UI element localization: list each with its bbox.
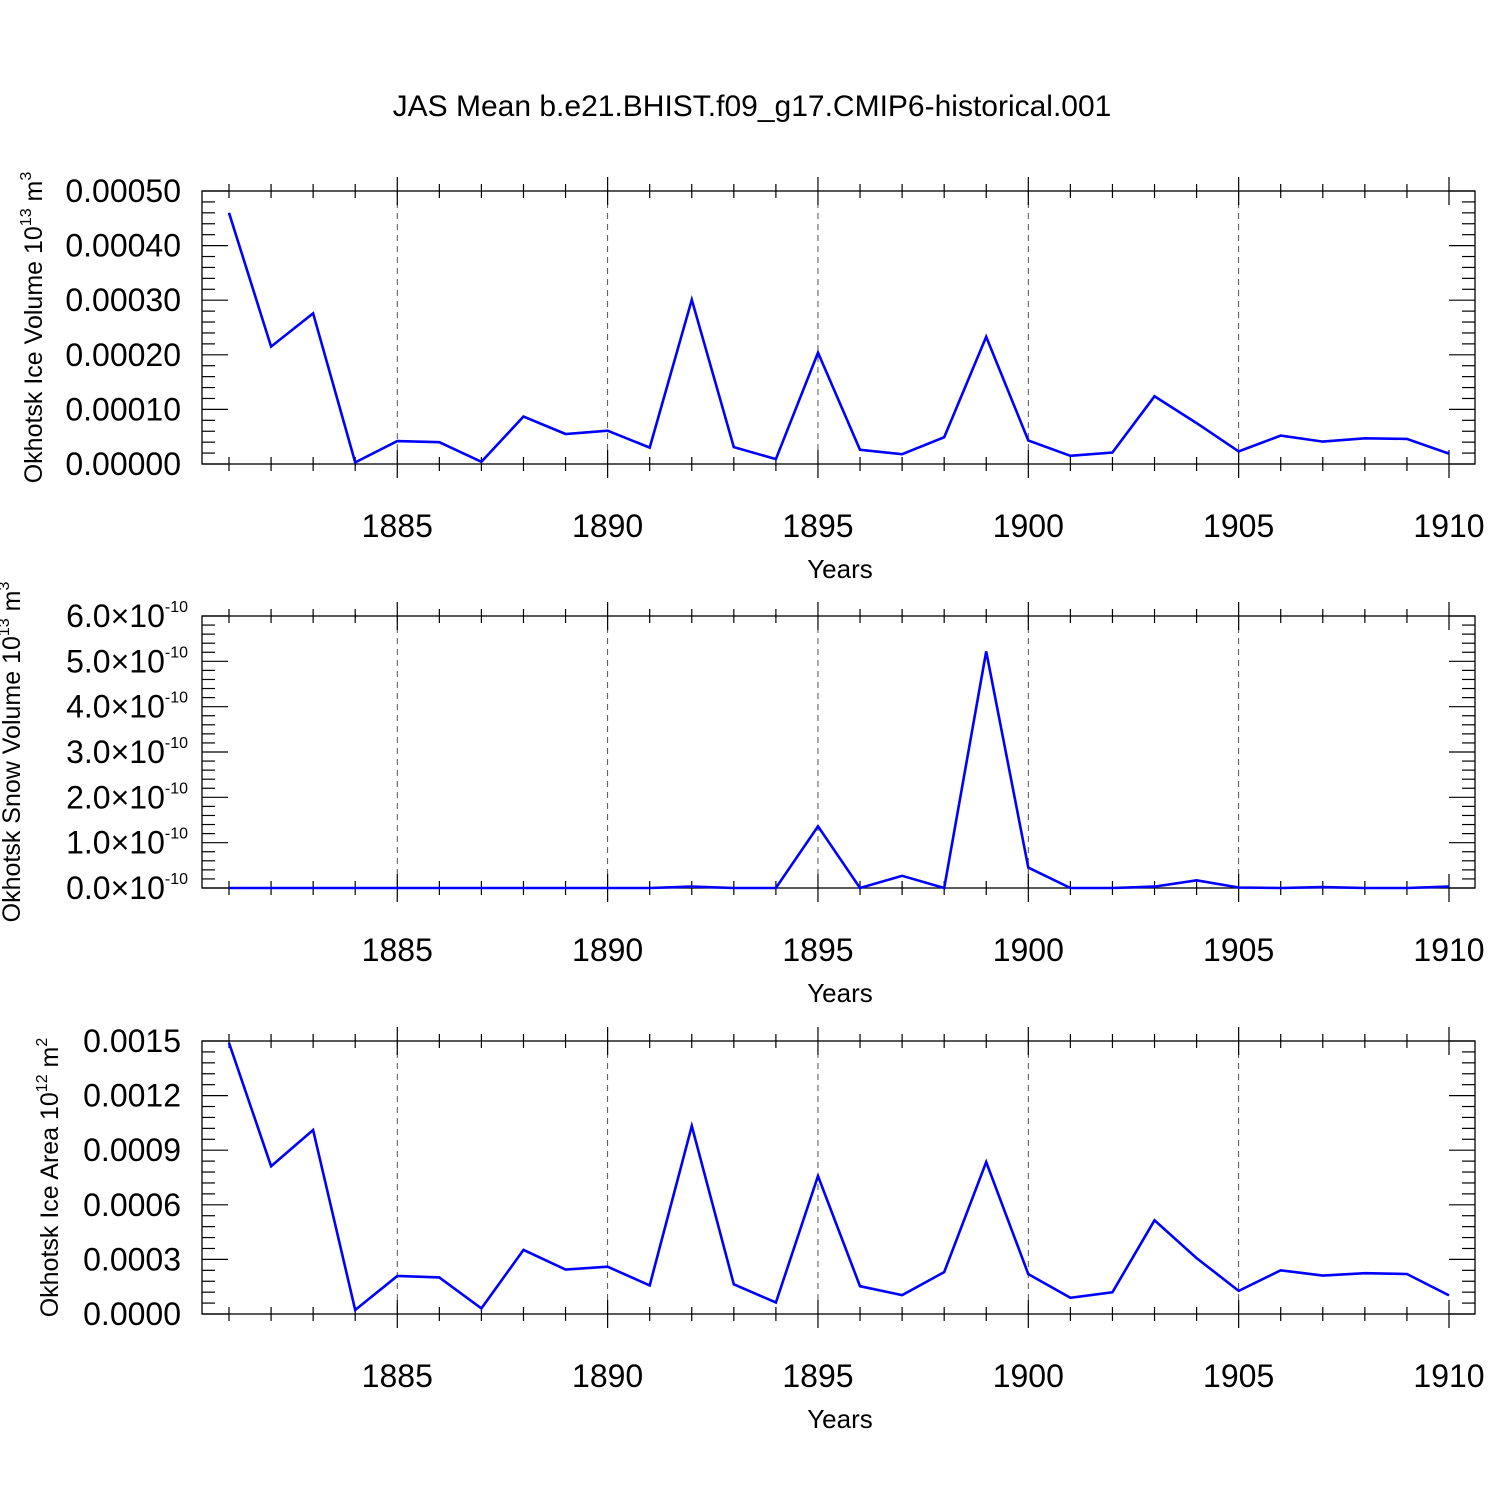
x-tick-label: 1890 — [572, 1358, 643, 1394]
y-axis-label: Okhotsk Ice Area 1012 m2 — [34, 1038, 64, 1318]
y-tick-label: 0.00010 — [65, 391, 181, 427]
panels: 1885 1890 1895 1900 1905 1910 0.00000 0.00010 0.… — [0, 172, 1485, 1434]
y-tick-label: 0.0000 — [83, 1296, 181, 1332]
x-tick-label: 1895 — [782, 1358, 853, 1394]
series-line — [229, 651, 1450, 890]
y-tick-label: 0.00030 — [65, 282, 181, 318]
y-tick-label: 4.0×10-10 — [66, 689, 188, 725]
panel-1: 1885 1890 1895 1900 1905 1910 0.00000 0.00010 0.… — [18, 172, 1485, 584]
x-tick-label: 1900 — [993, 508, 1064, 544]
y-tick-label: 3.0×10-10 — [66, 734, 188, 770]
x-tick-label: 1905 — [1203, 932, 1274, 968]
panel-3: 1885 1890 1895 1900 1905 1910 0.0000 0.0003 0.00… — [34, 1023, 1485, 1434]
series-line — [227, 1042, 1450, 1313]
series-line — [227, 212, 1450, 465]
x-axis-label: Years — [807, 1404, 873, 1434]
x-tick-label: 1890 — [572, 932, 643, 968]
plot-frame — [201, 190, 1476, 465]
panel-2: 1885 1890 1895 1900 1905 1910 0.0×10-10 1.0×10-… — [0, 582, 1485, 1008]
y-tick-label: 0.0006 — [83, 1187, 181, 1223]
x-tick-label: 1900 — [993, 1358, 1064, 1394]
plot-frame — [201, 1040, 1476, 1315]
x-tick-label: 1885 — [362, 1358, 433, 1394]
y-tick-label: 0.0012 — [83, 1078, 181, 1114]
y-tick-label: 0.00040 — [65, 228, 181, 264]
y-tick-label: 0.0003 — [83, 1241, 181, 1277]
figure-title: JAS Mean b.e21.BHIST.f09_g17.CMIP6-histo… — [393, 90, 1112, 123]
y-tick-label: 0.0009 — [83, 1132, 181, 1168]
y-axis-label: Okhotsk Snow Volume 1013 m3 — [0, 582, 26, 923]
x-tick-label: 1910 — [1413, 1358, 1484, 1394]
y-tick-label: 0.00050 — [65, 173, 181, 209]
x-tick-label: 1885 — [362, 508, 433, 544]
y-tick-label: 2.0×10-10 — [66, 779, 188, 815]
x-axis-label: Years — [807, 554, 873, 584]
y-tick-label: 5.0×10-10 — [66, 643, 188, 679]
x-tick-label: 1910 — [1413, 508, 1484, 544]
x-axis-label: Years — [807, 978, 873, 1008]
x-tick-label: 1890 — [572, 508, 643, 544]
x-tick-label: 1885 — [362, 932, 433, 968]
x-tick-label: 1910 — [1413, 932, 1484, 968]
y-tick-label: 0.0×10-10 — [66, 870, 188, 906]
y-tick-label: 6.0×10-10 — [66, 598, 188, 634]
y-axis-label: Okhotsk Ice Volume 1013 m3 — [18, 172, 48, 484]
x-tick-label: 1895 — [782, 508, 853, 544]
y-tick-label: 0.00020 — [65, 337, 181, 373]
x-tick-label: 1905 — [1203, 1358, 1274, 1394]
y-tick-label: 0.0015 — [83, 1023, 181, 1059]
x-tick-label: 1895 — [782, 932, 853, 968]
x-tick-label: 1905 — [1203, 508, 1274, 544]
y-tick-label: 1.0×10-10 — [66, 825, 188, 861]
x-tick-label: 1900 — [993, 932, 1064, 968]
y-tick-label: 0.00000 — [65, 446, 181, 482]
